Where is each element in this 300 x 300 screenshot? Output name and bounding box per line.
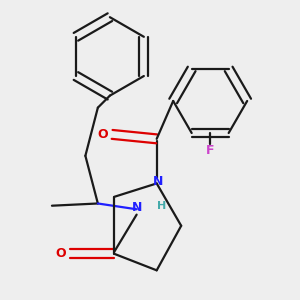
Text: F: F [206,144,214,157]
Text: O: O [97,128,108,141]
Text: N: N [131,200,142,214]
Text: O: O [56,247,66,260]
Text: H: H [157,201,166,211]
Text: N: N [152,175,163,188]
